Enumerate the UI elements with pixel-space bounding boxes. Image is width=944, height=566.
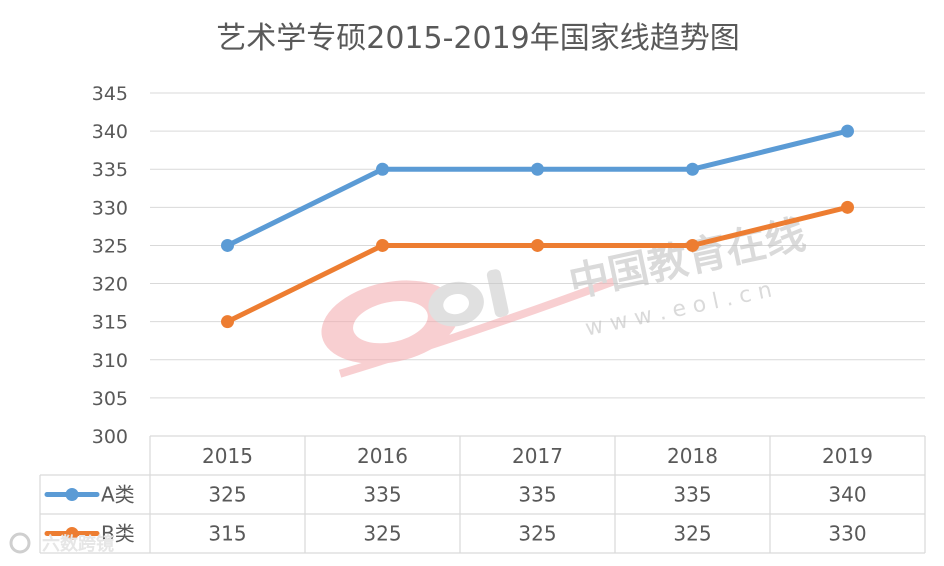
y-tick-label: 310 (92, 350, 128, 372)
series-lines (221, 124, 854, 329)
y-tick-label: 335 (92, 159, 128, 181)
data-point (221, 315, 234, 329)
legend-marker (65, 527, 79, 540)
x-tick-label: 2015 (202, 444, 253, 468)
badge-icon (9, 532, 31, 554)
x-tick-label: 2016 (357, 444, 408, 468)
y-tick-label: 305 (92, 388, 128, 410)
y-tick-label: 315 (92, 312, 128, 334)
x-tick-label: 2018 (667, 444, 718, 468)
legend-label: A类 (101, 483, 135, 507)
data-point (686, 238, 699, 252)
y-tick-label: 320 (92, 274, 128, 296)
data-point (376, 162, 389, 176)
y-axis-ticks: 300 305 310 315 320 325 330 335 340 345 (92, 83, 128, 448)
data-label: 325 (673, 522, 711, 546)
y-tick-label: 300 (92, 426, 128, 448)
data-label: 340 (828, 483, 866, 507)
corner-badge-text: 六数跨镜 (42, 533, 114, 555)
eol-logo (321, 269, 619, 378)
x-tick-label: 2019 (822, 444, 873, 468)
data-label: 335 (673, 483, 711, 507)
chart-title: 艺术学专硕2015-2019年国家线趋势图 (216, 21, 740, 56)
data-label: 325 (363, 522, 401, 546)
data-label: 325 (208, 483, 246, 507)
data-label: 335 (363, 483, 401, 507)
data-point (531, 162, 544, 176)
y-tick-label: 325 (92, 235, 128, 257)
data-point (686, 162, 699, 176)
data-label: 315 (208, 522, 246, 546)
y-tick-label: 330 (92, 197, 128, 219)
y-tick-label: 340 (92, 121, 128, 143)
y-tick-label: 345 (92, 83, 128, 105)
legend-label: B类 (101, 522, 135, 546)
data-label: 325 (518, 522, 556, 546)
data-point (376, 238, 389, 252)
data-point (221, 238, 234, 252)
x-tick-label: 2017 (512, 444, 563, 468)
data-label: 335 (518, 483, 556, 507)
corner-badge: 六数跨镜 (9, 532, 114, 555)
legend-marker (65, 488, 79, 501)
data-table: 2015 2016 2017 2018 2019 A类 325 335 335 335 340 B类 3… (39, 435, 926, 554)
data-point (531, 238, 544, 252)
data-label: 330 (828, 522, 866, 546)
data-point (841, 124, 854, 138)
data-point (841, 200, 854, 214)
